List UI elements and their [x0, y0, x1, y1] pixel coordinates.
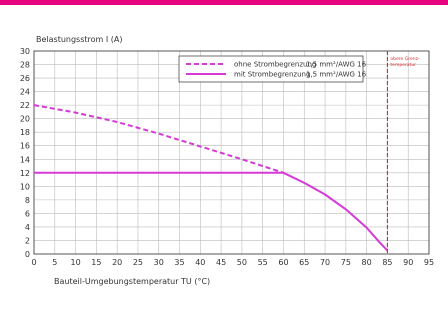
y-tick-label-4: 4: [25, 223, 30, 232]
x-tick-label-65: 65: [299, 258, 309, 267]
series-line-ohne-strombegrenzung: [33, 104, 284, 174]
legend-label-ohne: ohne Strombegrenzung: [234, 61, 316, 69]
y-tick-label-16: 16: [20, 142, 30, 151]
y-tick-label-0: 0: [25, 250, 30, 259]
x-tick-label-50: 50: [237, 258, 247, 267]
x-tick-label-95: 95: [424, 258, 434, 267]
x-tick-label-70: 70: [320, 258, 330, 267]
legend-label-mit: mit Strombegrenzung: [234, 71, 310, 79]
y-tick-label-30: 30: [20, 47, 30, 56]
x-tick-label-0: 0: [31, 258, 36, 267]
y-tick-label-8: 8: [25, 196, 30, 205]
y-tick-label-28: 28: [20, 61, 30, 70]
limit-label-line-0: obere Grenz-: [390, 56, 420, 62]
x-tick-label-90: 90: [403, 258, 413, 267]
top-accent-bar: [0, 0, 448, 5]
x-tick-label-20: 20: [112, 258, 122, 267]
y-tick-label-2: 2: [25, 236, 30, 245]
plot-frame: [33, 50, 430, 255]
y-tick-label-22: 22: [20, 101, 30, 110]
x-tick-label-80: 80: [362, 258, 372, 267]
y-tick-label-18: 18: [20, 128, 30, 137]
y-tick-label-6: 6: [25, 209, 30, 218]
annotations: obere Grenz-temperatur: [386, 51, 420, 254]
x-tick-label-5: 5: [52, 258, 57, 267]
x-tick-label-45: 45: [216, 258, 226, 267]
x-tick-label-85: 85: [382, 258, 392, 267]
legend-box: [178, 55, 364, 83]
x-tick-label-75: 75: [341, 258, 351, 267]
limit-label-line-1: temperatur: [390, 62, 416, 68]
legend-spec-mit: 1,5 mm²/AWG 16: [306, 71, 367, 79]
x-tick-label-25: 25: [133, 258, 143, 267]
x-tick-label-40: 40: [195, 258, 205, 267]
plot-border: [33, 50, 430, 255]
y-tick-label-20: 20: [20, 115, 30, 124]
y-tick-label-14: 14: [20, 155, 30, 164]
y-axis-label: Belastungsstrom I (A): [36, 35, 123, 44]
y-tick-label-10: 10: [20, 182, 30, 191]
x-tick-label-60: 60: [278, 258, 288, 267]
x-tick-label-30: 30: [154, 258, 164, 267]
legend: ohne Strombegrenzung 1,5 mm²/AWG 16 mit …: [178, 55, 367, 83]
series: [33, 104, 389, 252]
y-tick-label-12: 12: [20, 169, 30, 178]
x-tick-labels: 0 5 10 15 20 25 30 35 40 45 50 55 60 65 70 75 80 85 90 95: [31, 258, 434, 267]
x-tick-label-55: 55: [258, 258, 268, 267]
series-line-mit-strombegrenzung: [34, 171, 389, 252]
x-tick-label-10: 10: [70, 258, 80, 267]
x-tick-label-35: 35: [174, 258, 184, 267]
legend-spec-ohne: 1,5 mm²/AWG 16: [306, 61, 367, 69]
y-tick-label-24: 24: [20, 88, 30, 97]
x-tick-label-15: 15: [91, 258, 101, 267]
x-axis-label: Bauteil-Umgebungstemperatur TU (°C): [54, 277, 210, 286]
y-tick-label-26: 26: [20, 74, 30, 83]
